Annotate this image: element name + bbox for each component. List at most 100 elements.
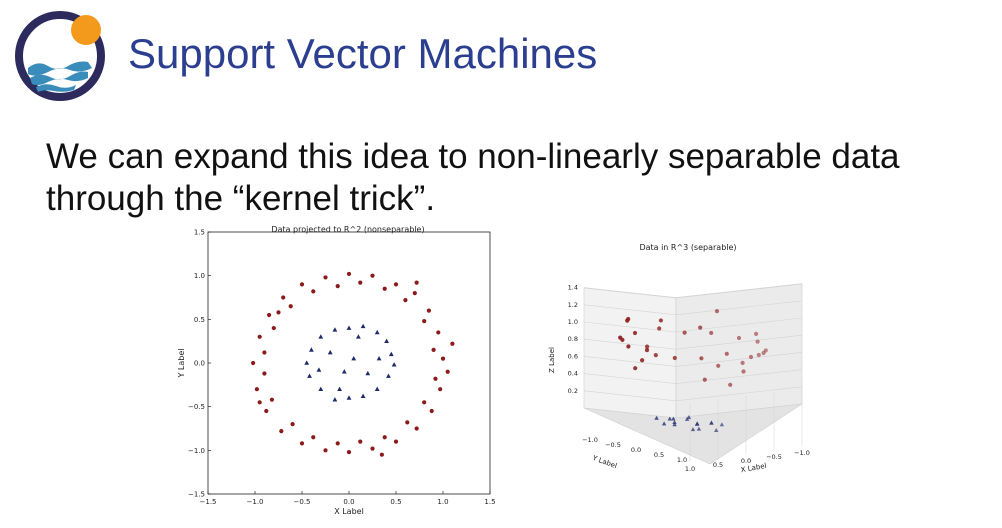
chart-3d-zgrid-line <box>675 334 803 350</box>
chart-2d-xtick-label: 1.5 <box>484 498 495 506</box>
chart-2d-ytick-label: −0.5 <box>188 403 205 411</box>
chart-3d-outer-point <box>748 354 754 360</box>
chart-2d-outer-point <box>445 369 450 374</box>
chart-3d-xtick-label: 0.0 <box>741 457 751 465</box>
chart-2d-inner-point <box>388 351 394 357</box>
chart-3d-inner-point <box>690 427 696 432</box>
chart-3d-inner-point <box>672 422 677 427</box>
chart-3d-ztick-label: 0.8 <box>568 335 578 343</box>
chart-2d-ytick-label: 1.5 <box>194 229 205 237</box>
chart-2d-outer-point <box>405 420 410 425</box>
chart-2d-outer-point <box>311 435 316 440</box>
chart-2d-outer-point <box>379 452 384 457</box>
chart-3d-inner-point <box>661 421 667 426</box>
chart-2d-outer-point <box>299 282 305 287</box>
chart-3d-zgrid-line <box>583 304 677 316</box>
chart-2d-inner-point <box>332 327 338 332</box>
chart-3d-ytick-label: −1.0 <box>582 436 598 444</box>
chart-3d-ztick-label: 1.0 <box>568 318 578 326</box>
chart-3d-ztick-label: 0.4 <box>568 370 578 378</box>
chart-3d-inner-point <box>719 422 725 427</box>
chart-3d-zgrid-line <box>583 338 677 350</box>
chart-2d-outer-point <box>323 448 328 453</box>
chart-2d-inner-point <box>374 329 380 335</box>
chart-2d-outer-point <box>267 312 272 318</box>
chart-3d-ytick-label: 0.5 <box>654 451 664 459</box>
chart-2d-xtick-label: −1.0 <box>247 498 264 506</box>
chart-3d-inner-point <box>667 416 672 421</box>
body-line-2: through the “kernel trick”. <box>46 179 436 218</box>
chart-3d-back-left-pane <box>583 287 677 419</box>
chart-2d-xlabel: X Label <box>334 507 364 516</box>
chart-3d-inner-point <box>686 414 692 419</box>
chart-2d-outer-point <box>311 289 316 294</box>
chart-3d-inner-point <box>672 419 677 424</box>
chart-3d-zlabel: Z Label <box>548 347 556 373</box>
chart-3d-outer-point <box>626 344 631 349</box>
chart-2d-inner-point <box>304 360 310 365</box>
chart-3d-outer-point <box>672 355 677 361</box>
chart-2d-outer-point <box>382 286 387 291</box>
chart-3d-zgrid-line <box>583 321 677 333</box>
chart-2d-outer-point <box>290 422 295 427</box>
chart-2d-inner-point <box>318 386 324 391</box>
chart-2d-outer-point <box>450 341 455 346</box>
chart-2d-outer-point <box>276 310 281 315</box>
chart-3d-zgrid-line <box>583 373 677 384</box>
chart-2d-outer-point <box>422 318 427 324</box>
chart-2d-outer-point <box>346 271 352 277</box>
chart-3d-ytick-label: 1.0 <box>677 456 687 464</box>
chart-2d-outer-point <box>431 347 436 352</box>
chart-3d-outer-point <box>626 316 631 322</box>
chart-2d-inner-point <box>318 334 324 339</box>
chart-3d-outer-point <box>640 358 645 363</box>
chart-2d-outer-point <box>288 304 293 309</box>
chart-2d-xtick-label: −0.5 <box>294 498 311 506</box>
chart-3d-xtick-label: −1.0 <box>794 449 810 457</box>
chart-3d-xtick-label: 1.0 <box>685 465 695 473</box>
chart-3d-zgrid-line <box>675 300 803 316</box>
chart-3d-ytick-label: −0.5 <box>605 441 621 449</box>
chart-2d-outer-point <box>433 376 438 381</box>
chart-2d-ytick-label: 1.0 <box>194 272 205 280</box>
chart-2d-inner-point <box>309 347 314 352</box>
chart-3d-outer-point <box>716 363 721 368</box>
chart-2d-inner-point <box>327 349 333 355</box>
chart-3d-outer-point <box>699 356 704 361</box>
chart-3d-inner-point <box>696 426 702 431</box>
chart-2d-outer-point <box>414 426 419 431</box>
chart-2d-outer-point <box>403 298 408 303</box>
chart-2d-outer-point <box>254 387 259 392</box>
chart-3d-zgrid-line <box>675 369 803 384</box>
chart-2d-outer-point <box>335 441 340 446</box>
chart-2d-outer-point <box>438 387 443 392</box>
chart-2d-inner-point <box>332 397 338 402</box>
chart-2d-inner-point <box>307 373 312 378</box>
chart-3d-outer-point <box>714 309 720 314</box>
chart-2d-xtick-label: 1.0 <box>437 498 448 506</box>
chart-2d-outer-point <box>264 408 269 414</box>
chart-3d-outer-point <box>657 326 662 331</box>
chart-2d-inner-point <box>351 356 357 361</box>
chart-2d-outer-point <box>358 280 363 285</box>
chart-2d-outer-point <box>393 439 399 444</box>
chart-2d-inner-point <box>374 386 380 391</box>
chart-3d-outer-point <box>756 352 761 358</box>
chart-2d-inner-point <box>316 367 322 372</box>
chart-2d-outer-point <box>370 273 375 278</box>
chart-2d-outer-point <box>346 449 352 455</box>
chart-3d-outer-point <box>761 350 766 356</box>
chart-3d-outer-point <box>724 351 729 356</box>
chart-2d-inner-point <box>360 323 366 329</box>
chart-2d-frame <box>207 231 491 495</box>
chart-3d-zgrid-line <box>583 287 677 298</box>
chart-3d-outer-point <box>620 337 625 342</box>
chart-3d-outer-point <box>645 344 650 349</box>
logo-icon <box>15 11 105 101</box>
chart-3d-scatter: Data in R^3 (separable) 1.4 1.2 1.0 0.8 0.6 0… <box>548 243 810 474</box>
chart-3d-zgrid-line <box>675 386 803 402</box>
chart-2d-outer-point <box>358 439 363 444</box>
chart-3d-ytick-label: 0.0 <box>631 446 641 454</box>
chart-3d-ztick-label: 1.2 <box>568 301 578 309</box>
chart-2d-outer-point <box>281 295 286 300</box>
